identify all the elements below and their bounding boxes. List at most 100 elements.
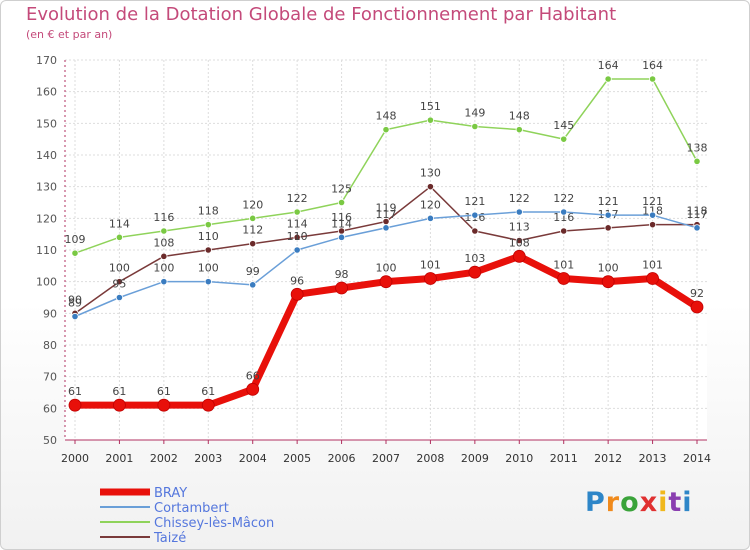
legend-label: Taizé bbox=[153, 531, 186, 546]
data-label: 112 bbox=[242, 224, 263, 237]
data-label: 110 bbox=[287, 230, 308, 243]
data-label: 61 bbox=[68, 385, 82, 398]
series-bray: 61 61 61 61 66 96 98 100 101 103 108 101 100 101 92 bbox=[68, 236, 704, 412]
data-point bbox=[379, 275, 393, 289]
data-point bbox=[204, 221, 212, 229]
data-label: 122 bbox=[553, 192, 574, 205]
data-point bbox=[204, 278, 212, 286]
y-tick-label: 60 bbox=[43, 402, 57, 415]
data-point bbox=[337, 233, 346, 241]
data-point bbox=[604, 211, 612, 219]
y-tick-label: 170 bbox=[36, 54, 57, 67]
data-point bbox=[382, 126, 390, 134]
y-tick-label: 150 bbox=[36, 117, 57, 130]
data-point bbox=[115, 293, 124, 302]
y-tick-label: 50 bbox=[43, 434, 57, 447]
data-point bbox=[648, 75, 657, 83]
legend-label: BRAY bbox=[154, 486, 187, 501]
data-point bbox=[160, 278, 168, 286]
data-label: 61 bbox=[201, 385, 215, 398]
data-point bbox=[71, 249, 79, 257]
data-point bbox=[71, 312, 79, 321]
y-tick-label: 120 bbox=[36, 212, 57, 225]
y-tick-label: 140 bbox=[36, 149, 57, 162]
proxiti-logo: Proxiti bbox=[585, 487, 693, 518]
chart-title: Evolution de la Dotation Globale de Fonc… bbox=[26, 4, 617, 25]
data-point bbox=[648, 211, 657, 219]
data-label: 121 bbox=[464, 195, 485, 208]
data-label: 122 bbox=[509, 192, 530, 205]
data-point bbox=[204, 246, 212, 254]
y-tick-label: 160 bbox=[36, 86, 57, 99]
data-label: 151 bbox=[420, 100, 441, 113]
data-label: 164 bbox=[642, 59, 663, 72]
data-label: 113 bbox=[509, 221, 530, 234]
data-label: 119 bbox=[376, 202, 397, 215]
data-label: 118 bbox=[687, 205, 708, 218]
data-point bbox=[515, 236, 523, 245]
data-point bbox=[249, 240, 257, 248]
x-tick-label: 2000 bbox=[61, 452, 89, 465]
x-tick-label: 2006 bbox=[328, 452, 356, 465]
x-tick-label: 2007 bbox=[372, 452, 400, 465]
data-point bbox=[601, 275, 615, 289]
logo-letter: t bbox=[668, 487, 683, 518]
data-point bbox=[557, 272, 571, 285]
data-label: 149 bbox=[464, 107, 485, 120]
x-tick-label: 2012 bbox=[594, 452, 622, 465]
data-label: 114 bbox=[287, 217, 308, 230]
data-label: 108 bbox=[153, 236, 174, 249]
data-point bbox=[471, 122, 479, 131]
data-label: 114 bbox=[109, 217, 130, 230]
y-tick-label: 100 bbox=[36, 276, 57, 289]
data-label: 117 bbox=[687, 208, 708, 221]
data-label: 100 bbox=[598, 262, 619, 275]
data-label: 120 bbox=[420, 198, 441, 211]
data-point bbox=[468, 265, 482, 279]
data-point bbox=[68, 398, 82, 412]
data-point bbox=[246, 382, 260, 396]
data-point bbox=[424, 272, 437, 285]
data-point bbox=[115, 278, 124, 286]
data-label: 89 bbox=[68, 297, 82, 310]
data-label: 103 bbox=[464, 252, 485, 265]
data-label: 164 bbox=[598, 59, 619, 72]
data-point bbox=[648, 221, 657, 229]
data-label: 66 bbox=[246, 369, 260, 382]
logo-letter: i bbox=[658, 487, 669, 518]
data-label: 122 bbox=[287, 192, 308, 205]
data-label: 120 bbox=[242, 198, 263, 211]
x-tick-label: 2004 bbox=[239, 452, 267, 465]
data-label: 116 bbox=[331, 211, 352, 224]
y-tick-label: 90 bbox=[43, 307, 57, 320]
series-taize: 9010010811011211411611913011611311611711… bbox=[68, 167, 708, 317]
data-label: 98 bbox=[335, 268, 349, 281]
x-tick-label: 2001 bbox=[105, 452, 133, 465]
data-point bbox=[512, 249, 526, 263]
x-tick-label: 2014 bbox=[683, 452, 711, 465]
data-point bbox=[290, 287, 304, 301]
x-tick-label: 2013 bbox=[639, 452, 667, 465]
logo-letter: r bbox=[605, 487, 621, 518]
data-label: 100 bbox=[109, 262, 130, 275]
data-point bbox=[560, 227, 568, 235]
x-tick-label: 2010 bbox=[505, 452, 533, 465]
data-point bbox=[293, 233, 301, 241]
data-label: 101 bbox=[420, 259, 441, 272]
x-tick-label: 2003 bbox=[194, 452, 222, 465]
y-tick-label: 70 bbox=[43, 371, 57, 384]
data-point bbox=[560, 135, 568, 143]
logo-letter: i bbox=[682, 487, 693, 518]
x-tick-label: 2002 bbox=[150, 452, 178, 465]
data-label: 61 bbox=[112, 385, 126, 398]
data-point bbox=[693, 157, 701, 165]
data-label: 138 bbox=[687, 141, 708, 154]
data-point bbox=[160, 252, 168, 260]
data-point bbox=[157, 398, 171, 412]
y-tick-label: 110 bbox=[36, 244, 57, 257]
logo-letter: x bbox=[639, 487, 659, 518]
data-label: 92 bbox=[690, 287, 704, 300]
data-point bbox=[249, 214, 257, 222]
x-tick-label: 2009 bbox=[461, 452, 489, 465]
